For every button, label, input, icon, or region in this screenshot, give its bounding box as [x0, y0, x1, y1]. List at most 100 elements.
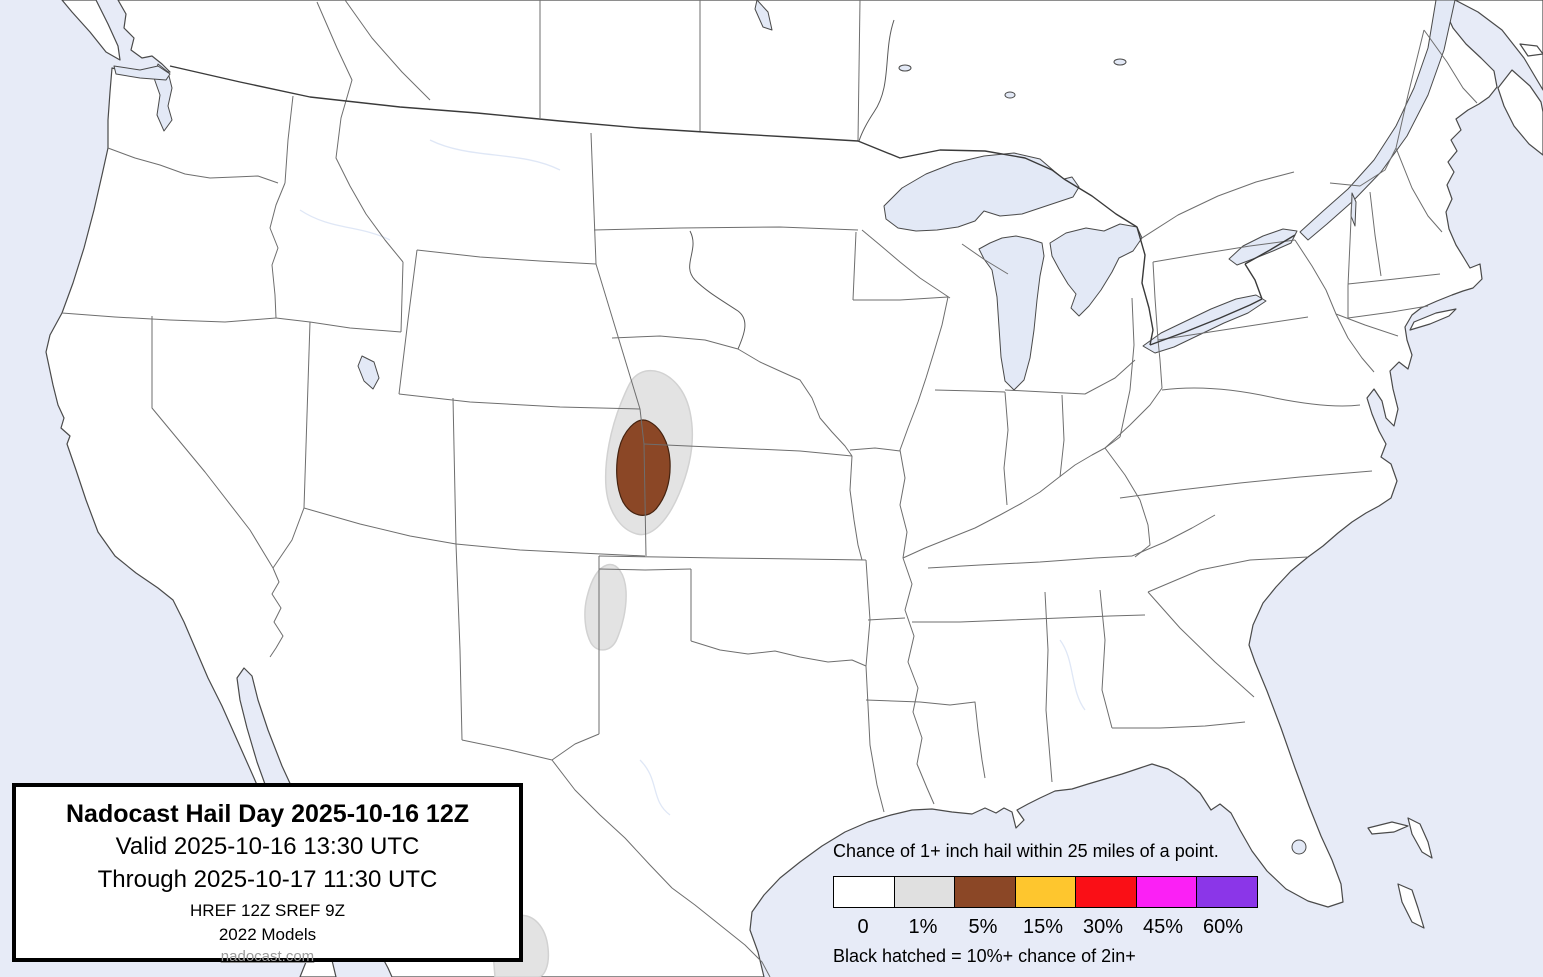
border-mn-wi	[861, 229, 951, 299]
vancouver-island	[61, 0, 121, 61]
border-tn-nc	[1131, 514, 1216, 557]
abaco-island	[1407, 817, 1433, 859]
hail-risk-area-central-high-plains-5pct	[616, 419, 671, 516]
legend-swatch-60pct	[1196, 876, 1258, 908]
andros-island	[1397, 883, 1425, 929]
st-lawrence-river	[1299, 0, 1456, 241]
border-ny-vt-ma-ct	[1347, 195, 1353, 318]
legend-label: 0	[857, 916, 869, 938]
small-lake	[1004, 91, 1016, 99]
border-pa-ny	[1152, 239, 1296, 263]
state-borders	[61, 0, 1478, 977]
border-ky-va	[1104, 447, 1151, 558]
forecast-model-year: 2022 Models	[218, 925, 317, 944]
lake-michigan	[978, 235, 1045, 391]
border-nd-sd	[593, 226, 859, 231]
border-rio-grande	[551, 759, 771, 977]
lakes	[113, 0, 1456, 855]
border-vt-nh	[1369, 191, 1382, 277]
lake-huron	[1049, 223, 1143, 317]
border-or-id	[269, 182, 286, 319]
border-mt-nd-sd	[590, 132, 597, 265]
legend-swatch-1pct	[893, 876, 956, 908]
strait-of-juan-de-fuca	[113, 65, 171, 81]
border-nv-ut	[303, 321, 311, 509]
border-tx-nm-32n	[551, 733, 600, 761]
border-nh-me	[1395, 147, 1443, 233]
legend-swatch-30pct	[1075, 876, 1137, 908]
border-pa-w	[1152, 261, 1159, 341]
forecast-model-sources: HREF 12Z SREF 9Z	[190, 901, 345, 920]
border-ks-ok	[598, 555, 867, 561]
border-va-nc	[1119, 470, 1373, 499]
legend-label: 5%	[968, 916, 998, 938]
border-il-in	[1003, 391, 1009, 506]
border-nj-ny	[1335, 313, 1399, 337]
border-id-mt	[316, 1, 404, 263]
great-salt-lake	[357, 355, 380, 390]
border-mi-in-oh	[1004, 359, 1136, 395]
forecast-valid-time: Valid 2025-10-16 13:30 UTC	[115, 833, 420, 860]
border-az-nm	[455, 543, 463, 741]
legend-label: 15%	[1022, 916, 1064, 938]
forecast-through-time: Through 2025-10-17 11:30 UTC	[97, 866, 438, 893]
border-mb-on	[857, 0, 861, 142]
border-mt-wy	[416, 249, 597, 265]
border-bc-ab	[344, 0, 431, 101]
lake-okeechobee	[1291, 839, 1307, 855]
red-river-nd	[858, 19, 895, 142]
legend-label: 60%	[1202, 916, 1244, 938]
border-ar-la	[865, 699, 921, 703]
border-me-qc	[1395, 29, 1425, 149]
river-borders	[689, 19, 895, 350]
lake-superior	[883, 152, 1080, 232]
border-tn-ms-al-ga	[912, 614, 1146, 623]
border-colorado-river	[269, 567, 284, 658]
faint-rivers	[299, 139, 1086, 816]
legend-swatch-15pct	[1014, 876, 1077, 908]
puget-sound	[153, 63, 173, 132]
legend-hatched-note: Black hatched = 10%+ chance of 2in+	[833, 946, 1136, 966]
border-ca-nv	[151, 316, 274, 569]
legend-label: 30%	[1082, 916, 1124, 938]
border-wy-west	[398, 249, 418, 395]
border-mississippi-upper	[899, 296, 949, 559]
border-oh-pa	[1119, 297, 1135, 438]
border-ga-sc-savannah	[1147, 591, 1255, 698]
border-ne-co	[639, 408, 645, 445]
border-ne-ks	[643, 443, 853, 457]
border-nc-sc	[1147, 556, 1309, 593]
border-ks-mo	[849, 455, 863, 561]
border-al-ga	[1099, 589, 1113, 729]
border-ms-al	[1044, 591, 1053, 783]
border-ok-panhandle-s	[598, 568, 692, 571]
border-ia-mo	[849, 447, 901, 452]
border-ga-fl	[1112, 721, 1246, 729]
border-tx-ok-red-river	[690, 640, 867, 667]
legend-swatch-row	[833, 876, 1258, 908]
legend-swatch-0pct	[833, 876, 895, 908]
forecast-title-box: Nadocast Hail Day 2025-10-16 12Z Valid 2…	[12, 783, 523, 965]
legend-swatch-5pct	[954, 876, 1016, 908]
border-mississippi-lower	[902, 557, 935, 805]
border-id-nv-ut	[275, 317, 402, 333]
legend-label: 1%	[908, 916, 938, 938]
small-lake	[1113, 58, 1127, 66]
missouri-river-sd	[689, 230, 746, 350]
nadocast-link[interactable]: nadocast.com	[220, 948, 315, 965]
border-or-ca-nv	[61, 312, 277, 323]
nova-scotia	[1497, 69, 1543, 156]
border-wi-mi	[961, 243, 1009, 275]
border-wy-co	[398, 393, 641, 410]
border-id-wy	[400, 261, 404, 333]
legend-swatch-45pct	[1135, 876, 1198, 908]
border-sd-ne	[611, 335, 739, 350]
border-in-oh	[1059, 394, 1065, 478]
quebec-north-shore	[1454, 0, 1543, 91]
hail-probability-legend: Chance of 1+ inch hail within 25 miles o…	[833, 841, 1258, 966]
border-tx-la	[865, 665, 885, 813]
border-la-ms	[919, 701, 986, 779]
legend-label-row: 0 1% 5% 15% 30% 45% 60%	[833, 915, 1258, 939]
border-wa-or	[107, 147, 279, 184]
